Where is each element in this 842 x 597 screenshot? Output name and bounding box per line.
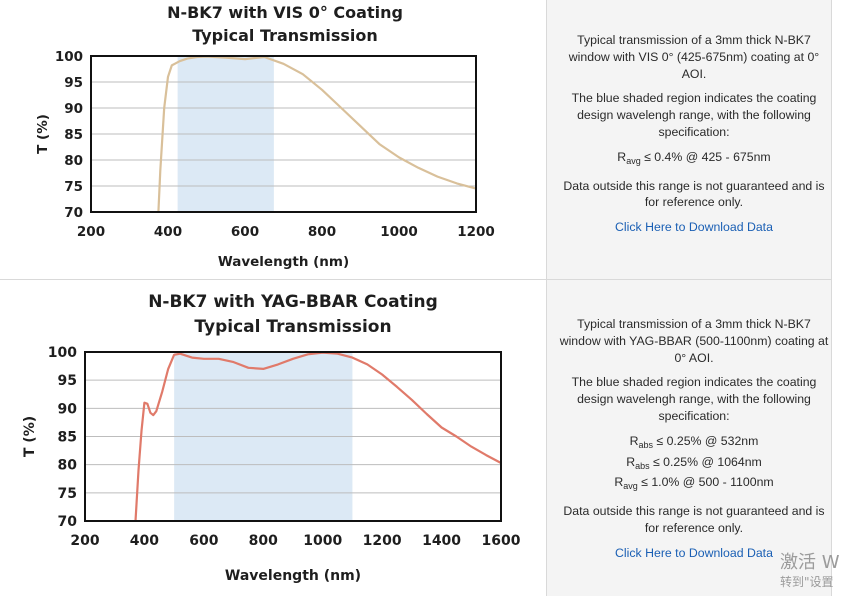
description-text: Typical transmission of a 3mm thick N-BK… — [568, 33, 820, 81]
transmission-series-line — [157, 55, 477, 213]
spec-list: Ravg ≤ 0.4% @ 425 - 675nm — [559, 149, 829, 170]
spec-symbol: R — [629, 433, 639, 448]
x-tick-label: 200 — [77, 224, 105, 240]
y-tick-label: 80 — [64, 153, 83, 169]
description-vis: Typical transmission of a 3mm thick N-BK… — [559, 32, 829, 244]
plot-border — [90, 55, 477, 213]
watermark-line-2: 转到"设置 — [780, 575, 834, 589]
watermark-line-1: 激活 W — [780, 552, 840, 573]
spec-line: Rabs ≤ 0.25% @ 1064nm — [559, 454, 829, 475]
download-data-link[interactable]: Click Here to Download Data — [615, 545, 773, 560]
y-tick-label: 70 — [64, 205, 83, 221]
chart-subtitle: Typical Transmission — [194, 317, 391, 337]
download-data-link[interactable]: Click Here to Download Data — [615, 220, 773, 235]
y-tick-label: 85 — [64, 127, 83, 143]
spec-line: Ravg ≤ 0.4% @ 425 - 675nm — [559, 149, 829, 170]
product-row-vis: N-BK7 with VIS 0° Coating Typical Transmi… — [0, 0, 832, 279]
x-tick-label: 1200 — [363, 533, 402, 549]
y-tick-label: 90 — [58, 401, 78, 417]
shaded-region-text: The blue shaded region indicates the coa… — [571, 375, 817, 423]
description-cell-vis: Typical transmission of a 3mm thick N-BK… — [547, 0, 832, 279]
x-tick-label: 600 — [189, 533, 218, 549]
y-tick-label: 95 — [64, 75, 83, 91]
y-tick-label: 80 — [58, 458, 78, 474]
spec-symbol: R — [626, 454, 636, 469]
transmission-series-line — [134, 351, 502, 522]
chart-cell-vis: N-BK7 with VIS 0° Coating Typical Transmi… — [3, 0, 547, 279]
chart-cell-yag: N-BK7 with YAG-BBAR Coating Typical Trans… — [3, 280, 547, 596]
y-tick-label: 75 — [64, 179, 83, 195]
x-tick-label: 1000 — [380, 224, 418, 240]
spec-symbol: R — [614, 475, 624, 490]
y-axis-label: T (%) — [22, 416, 38, 457]
y-axis-label: T (%) — [35, 114, 51, 154]
plot-border — [84, 351, 502, 522]
spec-line: Rabs ≤ 0.25% @ 532nm — [559, 433, 829, 454]
spec-list: Rabs ≤ 0.25% @ 532nm Rabs ≤ 0.25% @ 1064n… — [559, 433, 829, 495]
spec-subscript: avg — [626, 155, 641, 166]
y-tick-label: 75 — [58, 486, 77, 502]
x-tick-label: 1200 — [457, 224, 495, 240]
spec-subscript: abs — [638, 439, 654, 450]
spec-value: ≤ 1.0% @ 500 - 1100nm — [637, 475, 774, 490]
spec-value: ≤ 0.25% @ 532nm — [653, 433, 759, 448]
x-axis-label: Wavelength (nm) — [225, 568, 361, 584]
product-row-yag: N-BK7 with YAG-BBAR Coating Typical Trans… — [0, 279, 832, 596]
x-tick-label: 1600 — [482, 533, 521, 549]
transmission-chart-yag: N-BK7 with YAG-BBAR Coating Typical Trans… — [22, 292, 521, 584]
x-tick-label: 600 — [231, 224, 259, 240]
x-tick-label: 400 — [154, 224, 182, 240]
y-tick-label: 70 — [58, 514, 78, 530]
spec-value: ≤ 0.4% @ 425 - 675nm — [640, 149, 771, 164]
transmission-chart-vis: N-BK7 with VIS 0° Coating Typical Transmi… — [35, 3, 495, 270]
spec-value: ≤ 0.25% @ 1064nm — [649, 454, 762, 469]
x-tick-label: 200 — [70, 533, 99, 549]
x-tick-label: 800 — [308, 224, 336, 240]
x-tick-label: 800 — [249, 533, 278, 549]
chart-title: N-BK7 with VIS 0° Coating — [167, 3, 403, 22]
x-tick-label: 1000 — [303, 533, 342, 549]
description-cell-yag: Typical transmission of a 3mm thick N-BK… — [547, 280, 832, 596]
disclaimer-text: Data outside this range is not guarantee… — [563, 504, 825, 535]
description-text: Typical transmission of a 3mm thick N-BK… — [559, 317, 829, 365]
y-tick-label: 100 — [48, 345, 77, 361]
spec-line: Ravg ≤ 1.0% @ 500 - 1100nm — [559, 474, 829, 495]
y-tick-label: 95 — [58, 373, 77, 389]
y-tick-label: 100 — [55, 49, 83, 65]
x-tick-label: 400 — [130, 533, 159, 549]
x-axis-label: Wavelength (nm) — [218, 254, 349, 270]
spec-subscript: abs — [635, 460, 650, 471]
x-tick-label: 1400 — [422, 533, 461, 549]
activation-watermark: 激活 W 转到"设置 — [780, 552, 842, 590]
shaded-region-text: The blue shaded region indicates the coa… — [571, 91, 817, 139]
description-yag: Typical transmission of a 3mm thick N-BK… — [559, 316, 829, 570]
spec-subscript: avg — [623, 481, 638, 492]
y-tick-label: 90 — [64, 101, 83, 117]
disclaimer-text: Data outside this range is not guarantee… — [563, 178, 825, 210]
chart-title: N-BK7 with YAG-BBAR Coating — [148, 292, 438, 312]
spec-symbol: R — [617, 149, 627, 164]
y-tick-label: 85 — [58, 430, 77, 446]
chart-subtitle: Typical Transmission — [192, 26, 378, 45]
